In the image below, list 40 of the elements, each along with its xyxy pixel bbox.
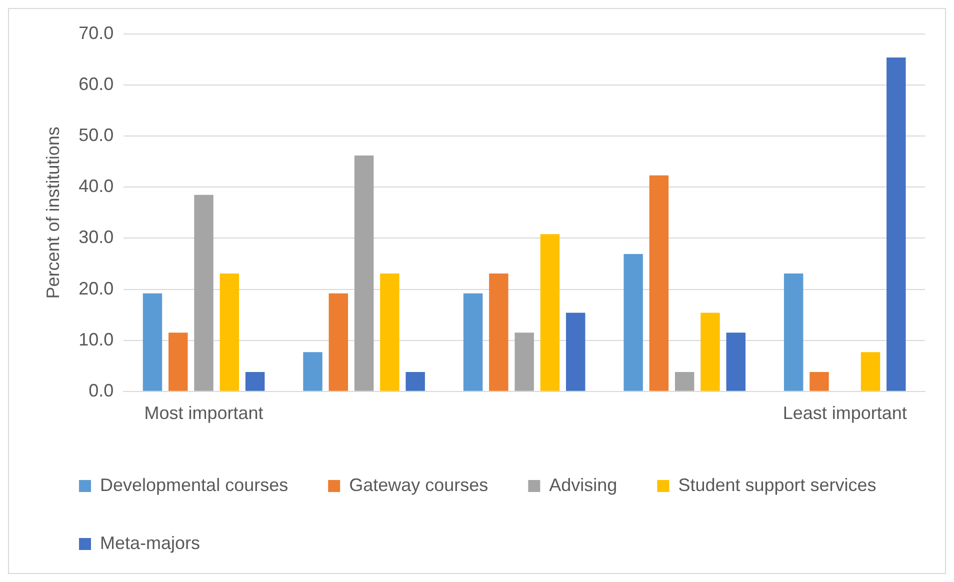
bar	[566, 312, 586, 391]
y-tick-label: 10.0	[78, 329, 114, 350]
bar	[540, 234, 560, 391]
y-tick-label: 40.0	[78, 176, 114, 196]
bar	[463, 293, 483, 391]
bar	[886, 57, 906, 391]
bar	[168, 332, 188, 391]
bar	[245, 372, 265, 391]
bar	[700, 312, 720, 391]
y-tick-label: 50.0	[78, 125, 114, 146]
bar	[514, 332, 534, 391]
bar	[489, 273, 508, 391]
bar	[649, 175, 669, 391]
bar	[810, 372, 829, 391]
legend-label: Student support services	[678, 474, 876, 495]
y-tick-label: 30.0	[78, 227, 114, 248]
bar	[354, 156, 374, 391]
y-tick-label: 20.0	[78, 278, 114, 298]
legend-label: Advising	[549, 474, 618, 495]
bar	[220, 273, 240, 391]
bar	[860, 352, 880, 391]
bar	[328, 293, 348, 391]
bar	[624, 254, 643, 391]
bar	[303, 352, 322, 391]
bar	[380, 273, 400, 391]
bar	[674, 372, 694, 391]
bar	[406, 372, 425, 391]
y-axis-title: Percent of institutions	[42, 126, 63, 299]
y-tick-label: 0.0	[88, 380, 114, 400]
bar	[726, 332, 746, 391]
legend-label: Developmental courses	[100, 474, 288, 495]
bar	[142, 293, 162, 391]
y-tick-label: 60.0	[78, 74, 114, 94]
y-tick-label: 70.0	[78, 22, 114, 43]
x-tick-label: Most important	[144, 403, 264, 424]
bar	[784, 273, 804, 391]
legend-label: Meta-majors	[100, 532, 200, 553]
x-tick-label: Least important	[782, 403, 907, 424]
legend-label: Gateway courses	[349, 474, 488, 495]
bar	[194, 194, 214, 391]
